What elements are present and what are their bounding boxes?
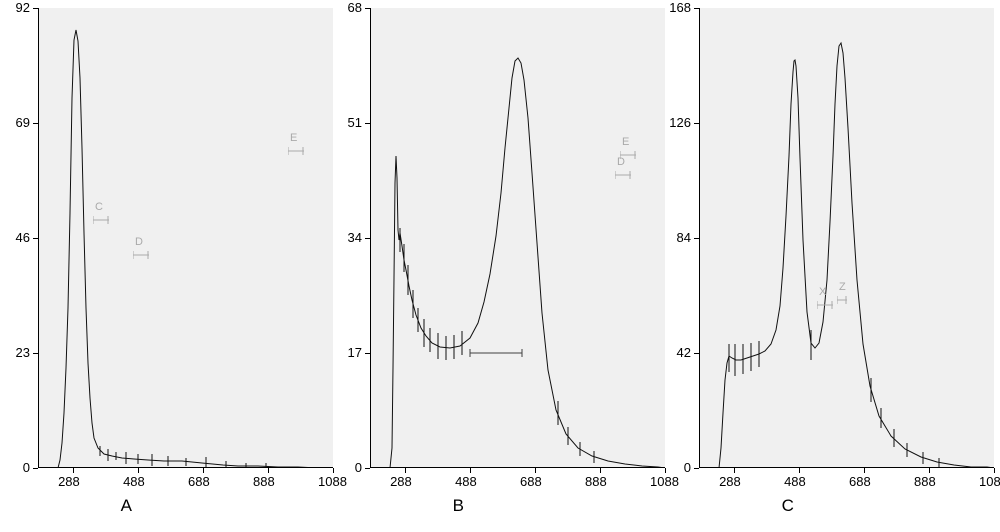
x-tick-label: 888 bbox=[585, 474, 607, 489]
x-tick-label: 1088 bbox=[650, 474, 679, 489]
y-tick-label: 0 bbox=[684, 460, 691, 475]
x-tick-label: 688 bbox=[520, 474, 542, 489]
x-tick bbox=[600, 468, 601, 473]
x-tick-label: 488 bbox=[455, 474, 477, 489]
plot-area-C: XZ bbox=[699, 8, 994, 468]
y-tick-label: 69 bbox=[16, 115, 30, 130]
panel-label-C: C bbox=[782, 496, 794, 516]
panel-C: XZ042841261682884886888881088C bbox=[699, 8, 994, 528]
x-tick bbox=[203, 468, 204, 473]
x-tick bbox=[138, 468, 139, 473]
x-tick bbox=[470, 468, 471, 473]
gate-label: D bbox=[617, 156, 625, 168]
x-tick-label: 888 bbox=[914, 474, 936, 489]
y-tick bbox=[365, 238, 370, 239]
y-axis bbox=[370, 8, 371, 468]
gate-marker: D bbox=[133, 248, 149, 262]
x-tick bbox=[333, 468, 334, 473]
x-tick-label: 288 bbox=[58, 474, 80, 489]
gate-marker: E bbox=[288, 144, 304, 158]
y-tick bbox=[694, 238, 699, 239]
y-tick-label: 51 bbox=[348, 115, 362, 130]
x-tick bbox=[799, 468, 800, 473]
y-tick bbox=[33, 353, 38, 354]
plot-area-B: ED bbox=[370, 8, 665, 468]
x-tick bbox=[73, 468, 74, 473]
gate-label: Z bbox=[839, 281, 846, 293]
x-tick bbox=[665, 468, 666, 473]
y-tick bbox=[365, 123, 370, 124]
gate-marker: D bbox=[615, 168, 631, 182]
gate-marker: X bbox=[817, 298, 833, 312]
gate-label: E bbox=[290, 132, 297, 144]
y-tick bbox=[694, 353, 699, 354]
y-tick bbox=[33, 8, 38, 9]
gate-label: E bbox=[622, 136, 629, 148]
gate-marker: C bbox=[93, 213, 109, 227]
y-tick-label: 46 bbox=[16, 230, 30, 245]
plot-area-A: C D E bbox=[38, 8, 333, 468]
x-tick bbox=[994, 468, 995, 473]
x-tick-label: 288 bbox=[390, 474, 412, 489]
y-tick-label: 68 bbox=[348, 0, 362, 15]
y-axis bbox=[38, 8, 39, 468]
y-tick-label: 17 bbox=[348, 345, 362, 360]
x-tick bbox=[535, 468, 536, 473]
x-axis bbox=[38, 467, 333, 468]
x-axis bbox=[370, 467, 665, 468]
y-tick bbox=[694, 468, 699, 469]
x-tick-label: 1088 bbox=[979, 474, 1000, 489]
x-tick bbox=[268, 468, 269, 473]
x-tick bbox=[864, 468, 865, 473]
y-tick bbox=[33, 238, 38, 239]
y-tick bbox=[33, 123, 38, 124]
y-tick-label: 126 bbox=[669, 115, 691, 130]
gate-marker: Z bbox=[837, 293, 847, 307]
y-tick bbox=[365, 468, 370, 469]
x-tick-label: 688 bbox=[188, 474, 210, 489]
x-axis bbox=[699, 467, 994, 468]
gate-label: C bbox=[95, 201, 103, 213]
histogram-curve-C bbox=[699, 8, 994, 468]
gate-label: D bbox=[135, 236, 143, 248]
y-tick-label: 168 bbox=[669, 0, 691, 15]
x-tick-label: 488 bbox=[784, 474, 806, 489]
y-tick bbox=[365, 353, 370, 354]
x-tick bbox=[405, 468, 406, 473]
histogram-curve-B bbox=[370, 8, 665, 468]
y-tick-label: 0 bbox=[23, 460, 30, 475]
x-tick bbox=[734, 468, 735, 473]
gate-label: X bbox=[819, 286, 826, 298]
y-tick-label: 92 bbox=[16, 0, 30, 15]
y-tick bbox=[33, 468, 38, 469]
panel-label-B: B bbox=[453, 496, 464, 516]
figure: CDE0234669922884886888881088AED017345168… bbox=[0, 0, 1000, 532]
y-tick-label: 34 bbox=[348, 230, 362, 245]
y-tick bbox=[365, 8, 370, 9]
histogram-curve-A bbox=[38, 8, 333, 468]
panel-B: ED0173451682884886888881088B bbox=[370, 8, 665, 528]
x-tick-label: 488 bbox=[123, 474, 145, 489]
x-tick-label: 888 bbox=[253, 474, 275, 489]
y-tick bbox=[694, 123, 699, 124]
x-tick-label: 288 bbox=[719, 474, 741, 489]
y-tick-label: 42 bbox=[677, 345, 691, 360]
x-tick-label: 1088 bbox=[318, 474, 347, 489]
panel-A: CDE0234669922884886888881088A bbox=[38, 8, 333, 528]
x-tick bbox=[929, 468, 930, 473]
x-tick-label: 688 bbox=[849, 474, 871, 489]
y-tick-label: 0 bbox=[355, 460, 362, 475]
panel-label-A: A bbox=[121, 496, 132, 516]
y-axis bbox=[699, 8, 700, 468]
y-tick bbox=[694, 8, 699, 9]
y-tick-label: 23 bbox=[16, 345, 30, 360]
y-tick-label: 84 bbox=[677, 230, 691, 245]
